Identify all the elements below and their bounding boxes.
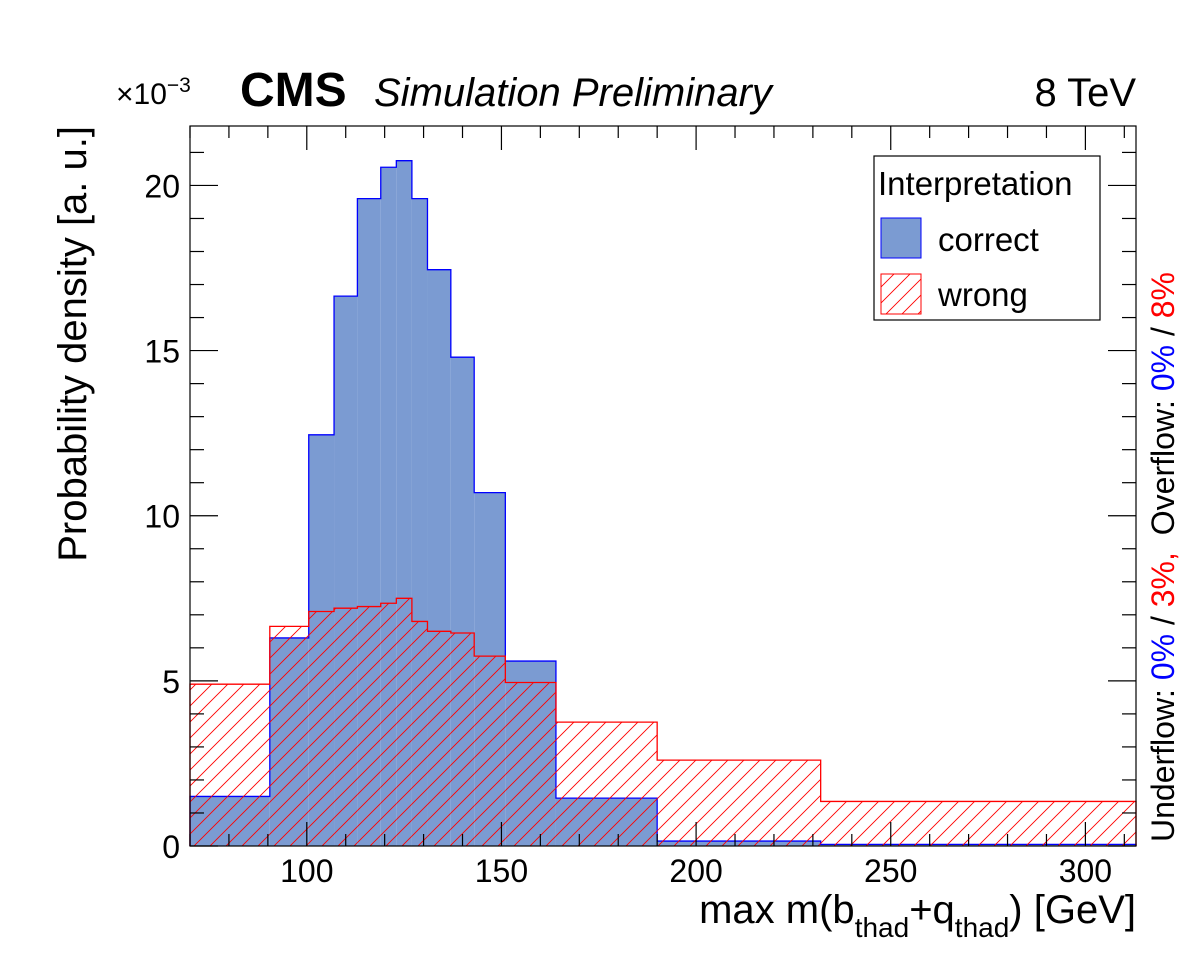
wrong-bin-3 (334, 608, 358, 846)
axis-tick-labels: 100 150 200 250 300 0 5 10 15 20 (144, 168, 1112, 889)
legend-label-correct: correct (938, 221, 1039, 258)
wrong-bin-13 (657, 760, 821, 846)
x-tick-label: 100 (280, 853, 333, 889)
wrong-bin-11 (505, 682, 556, 846)
wrong-bin-5 (380, 603, 397, 846)
y-tick-label: 20 (144, 168, 180, 204)
wrong-bin-4 (357, 606, 381, 846)
cms-label: CMS (240, 64, 347, 117)
wrong-bin-7 (411, 621, 428, 846)
exponent-label: ×10−3 (116, 74, 191, 111)
axis-ticks (189, 126, 1136, 847)
y-tick-label: 10 (144, 499, 180, 535)
under-overflow-note: Underflow: 0% / 3%, Overflow: 0% / 8% (1145, 272, 1181, 842)
wrong-bin-10 (474, 656, 506, 846)
x-tick-label: 200 (669, 853, 722, 889)
legend: Interpretation correct wrong (873, 155, 1101, 321)
y-tick-label: 5 (162, 664, 180, 700)
wrong-bin-12 (555, 722, 658, 846)
wrong-bin-1 (269, 626, 309, 846)
x-tick-label: 250 (864, 853, 917, 889)
legend-label-wrong: wrong (937, 276, 1028, 313)
x-axis-title: max m(bthad+qthad) [GeV] (699, 888, 1136, 943)
legend-swatch-wrong (880, 273, 922, 315)
wrong-bin-0 (190, 684, 270, 846)
wrong-bin-6 (396, 598, 412, 846)
legend-title: Interpretation (878, 165, 1072, 202)
wrong-outline (189, 597, 1137, 846)
wrong-bin-8 (427, 631, 451, 846)
y-axis-title: Probability density [a. u.] (51, 126, 95, 562)
x-tick-label: 300 (1059, 853, 1112, 889)
wrong-series (189, 597, 1137, 846)
energy-label: 8 TeV (1034, 71, 1136, 115)
legend-swatch-correct (880, 217, 922, 259)
subtitle-label: Simulation Preliminary (374, 71, 775, 115)
wrong-bin-9 (450, 632, 475, 846)
y-tick-label: 15 (144, 334, 180, 370)
x-tick-label: 150 (475, 853, 528, 889)
plot-frame (189, 125, 1137, 847)
wrong-bin-2 (308, 611, 335, 846)
wrong-bin-14 (820, 801, 1136, 846)
y-tick-label: 0 (162, 829, 180, 865)
